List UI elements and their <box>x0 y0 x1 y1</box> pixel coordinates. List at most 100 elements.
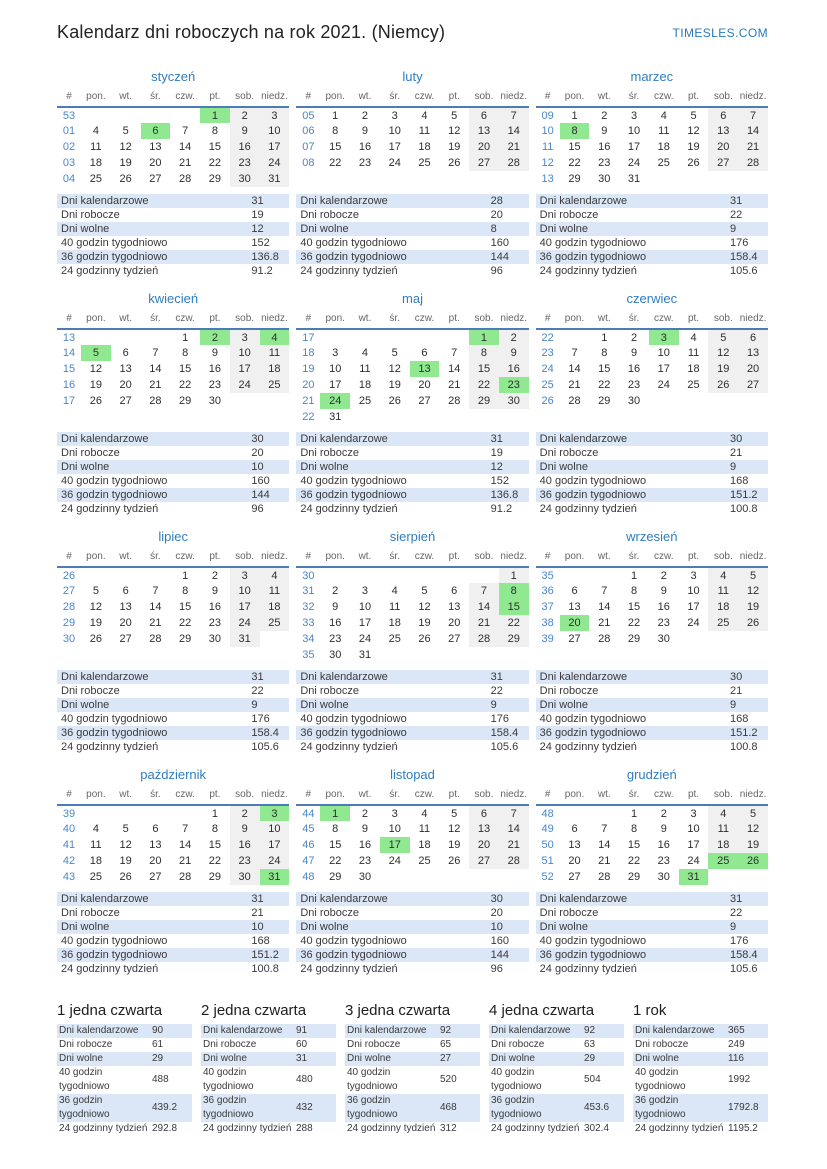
weekday-header: pon. <box>320 312 351 330</box>
weekday-header: wt. <box>589 788 620 806</box>
stat-value: 20 <box>251 447 264 459</box>
empty-day-cell <box>410 409 440 425</box>
weekday-header: czw. <box>170 312 200 330</box>
day-cell: 23 <box>229 155 260 171</box>
week-number: 18 <box>302 347 315 359</box>
site-link[interactable]: TIMESLES.COM <box>672 26 768 40</box>
week-number: 40 <box>62 823 76 835</box>
week-number: 42 <box>62 855 76 867</box>
weekday-header: pon. <box>81 312 111 330</box>
summary-column-3: 3 jedna czwarta Dni kalendarzowe 92 Dni rob… <box>345 1002 480 1136</box>
day-cell: 29 <box>568 173 581 185</box>
month-calendar-lipiec: lipiec # pon. wt. śr. czw. pt. sob. niedz. 26 1 2 3 4… <box>57 529 290 663</box>
week-number: 52 <box>541 871 554 883</box>
stats-row: 36 godzin tygodniowo 144 <box>296 250 529 264</box>
day-cell: 7 <box>182 125 189 137</box>
day-cell: 28 <box>469 631 499 647</box>
day-cell: 8 <box>601 347 608 359</box>
week-row: 23 7 8 9 10 11 12 13 <box>536 345 768 361</box>
stat-value: 60 <box>296 1039 308 1050</box>
day-cell: 20 <box>469 139 499 155</box>
stats-row: 36 godzin tygodniowo 468 <box>345 1094 480 1122</box>
stats-row: 36 godzin tygodniowo 144 <box>296 948 529 962</box>
stat-label: 24 godzinny tydzień <box>300 963 398 975</box>
stat-label: Dni robocze <box>347 1039 401 1050</box>
stat-value: 488 <box>152 1074 169 1085</box>
stats-row: Dni robocze 21 <box>536 684 768 698</box>
day-cell: 21 <box>448 379 461 391</box>
day-cell: 7 <box>152 585 159 597</box>
day-cell: 2 <box>229 805 260 821</box>
weekday-header: wt. <box>110 90 141 108</box>
weekday-header-row: # pon. wt. śr. czw. pt. sob. niedz. <box>57 90 290 108</box>
stats-row: Dni wolne 8 <box>296 222 529 236</box>
week-row: 10 8 9 10 11 12 13 14 <box>536 123 768 139</box>
day-cell: 26 <box>738 615 768 631</box>
stat-label: Dni kalendarzowe <box>539 671 628 683</box>
stat-value: 63 <box>584 1039 596 1050</box>
weekday-header: niedz. <box>498 90 529 108</box>
day-cell: 24 <box>388 855 401 867</box>
week-number: 07 <box>302 141 315 153</box>
day-cell: 26 <box>687 157 700 169</box>
day-cell: 2 <box>332 585 339 597</box>
empty-day-cell <box>499 869 529 885</box>
day-cell: 26 <box>119 871 132 883</box>
day-cell: 27 <box>448 633 461 645</box>
month-title: październik <box>140 767 207 782</box>
stat-value: 504 <box>584 1074 601 1085</box>
day-cell: 4 <box>708 567 739 583</box>
day-cell: 12 <box>388 363 401 375</box>
stats-row: Dni wolne 116 <box>633 1052 768 1066</box>
day-cell: 31 <box>358 649 372 661</box>
stats-row: 40 godzin tygodniowo 176 <box>536 236 768 250</box>
stats-row: 40 godzin tygodniowo 160 <box>296 236 528 250</box>
stat-value: 312 <box>440 1123 457 1134</box>
weekday-header: pt. <box>678 550 709 568</box>
stat-value: 480 <box>296 1074 313 1085</box>
day-cell: 6 <box>152 823 159 835</box>
empty-day-cell <box>439 329 469 345</box>
stat-value: 1195.2 <box>728 1123 758 1134</box>
stats-row: 24 godzinny tydzień 91.2 <box>57 264 289 278</box>
stat-value: 151.2 <box>729 727 758 739</box>
stat-value: 288 <box>296 1123 313 1134</box>
day-cell: 27 <box>149 173 162 185</box>
day-cell: 23 <box>657 855 670 867</box>
week-number: 23 <box>541 347 554 359</box>
stats-row: 24 godzinny tydzień 105.6 <box>296 740 528 754</box>
day-cell: 1 <box>630 569 638 582</box>
day-cell: 16 <box>229 139 260 155</box>
weekday-header: czw. <box>170 550 200 568</box>
summary-column-1: 1 jedna czwarta Dni kalendarzowe 90 Dni rob… <box>57 1002 192 1136</box>
weekday-header: pt. <box>439 312 470 330</box>
stats-row: 36 godzin tygodniowo 158.4 <box>535 948 768 962</box>
stat-value: 144 <box>490 949 510 961</box>
day-cell: 16 <box>329 617 342 629</box>
stats-row: 40 godzin tygodniowo 168 <box>536 712 768 726</box>
day-cell: 18 <box>708 837 739 853</box>
weekday-header-row: # pon. wt. śr. czw. pt. sob. niedz. <box>535 90 768 108</box>
month-title: lipiec <box>158 529 188 544</box>
weekday-header: niedz. <box>259 550 290 568</box>
stat-label: Dni kalendarzowe <box>347 1025 427 1036</box>
day-cell: 12 <box>119 141 132 153</box>
day-cell: 24 <box>657 379 670 391</box>
stat-label: Dni wolne <box>539 699 588 711</box>
stat-value: 30 <box>251 433 264 445</box>
stat-label: 40 godzin tygodniowo <box>61 475 168 487</box>
day-cell: 28 <box>498 155 529 171</box>
stat-label: 24 godzinny tydzień <box>539 503 637 515</box>
day-cell: 29 <box>469 393 499 409</box>
stat-value: 10 <box>251 921 264 933</box>
week-number: 50 <box>541 839 554 851</box>
summary-4-stats-table: Dni kalendarzowe 92 Dni robocze 63 Dni wolne… <box>489 1024 624 1136</box>
stat-value: 65 <box>440 1039 452 1050</box>
stat-label: Dni robocze <box>61 685 120 697</box>
stats-row: Dni robocze 22 <box>536 208 768 222</box>
day-cell: 27 <box>119 395 132 407</box>
holiday-day-cell: 1 <box>469 329 499 345</box>
stat-value: 292.8 <box>152 1123 178 1134</box>
empty-day-cell <box>589 567 619 583</box>
month-czerwiec-stats-table: Dni kalendarzowe 30 Dni robocze 21 Dni wolne… <box>535 432 768 516</box>
